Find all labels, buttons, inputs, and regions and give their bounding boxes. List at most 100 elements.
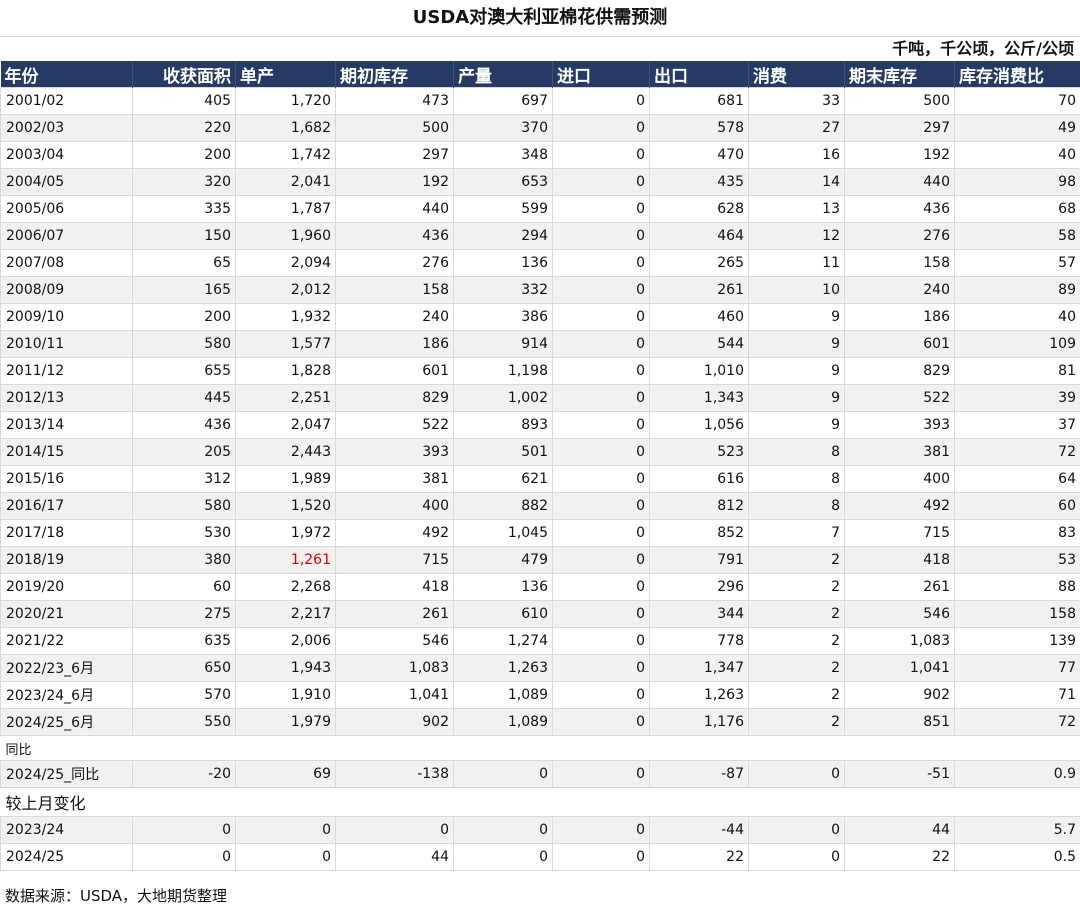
value-cell: 2,012: [235, 276, 336, 304]
value-cell: 0: [235, 843, 336, 871]
year-cell: 2009/10: [0, 303, 133, 331]
table-row: 2003/04 200 1,742 297 348 0 470 16 192 40: [0, 141, 1080, 169]
table-body: 2001/02 405 1,720 473 697 0 681 33 500 70 2002/03 2…: [0, 87, 1080, 871]
value-cell: 192: [844, 141, 955, 169]
value-cell: 1,010: [649, 357, 749, 385]
value-cell: 0: [552, 546, 650, 574]
value-cell: 33: [748, 87, 845, 115]
value-cell: 1,943: [235, 654, 336, 682]
value-cell: 2,251: [235, 384, 336, 412]
value-cell: 9: [748, 357, 845, 385]
year-cell: 2013/14: [0, 411, 133, 439]
value-cell: 580: [132, 492, 236, 520]
value-cell: 479: [453, 546, 553, 574]
value-cell: -44: [649, 816, 749, 844]
value-cell: 914: [453, 330, 553, 358]
year-cell: 2017/18: [0, 519, 133, 547]
value-cell: 70: [954, 87, 1080, 115]
source-note: 数据来源：USDA，大地期货整理: [5, 887, 228, 905]
unit-label: 千吨，千公顷，公斤/公顷: [892, 39, 1074, 58]
value-cell: 205: [132, 438, 236, 466]
value-cell: 715: [335, 546, 454, 574]
value-cell: 852: [649, 519, 749, 547]
value-cell: -20: [132, 760, 236, 788]
value-cell: 1,910: [235, 681, 336, 709]
year-cell: 2004/05: [0, 168, 133, 196]
value-cell: 1,089: [453, 681, 553, 709]
value-cell: 2,047: [235, 411, 336, 439]
year-cell: 2024/25: [0, 843, 133, 871]
year-cell: 2001/02: [0, 87, 133, 115]
value-cell: 893: [453, 411, 553, 439]
value-cell: 65: [132, 249, 236, 277]
value-cell: 335: [132, 195, 236, 223]
section-label: 同比: [0, 735, 1080, 761]
header-year: 年份: [0, 61, 133, 88]
value-cell: 418: [335, 573, 454, 601]
value-cell: 220: [132, 114, 236, 142]
year-cell: 2016/17: [0, 492, 133, 520]
value-cell: 370: [453, 114, 553, 142]
table-row: 2005/06 335 1,787 440 599 0 628 13 436 68: [0, 195, 1080, 223]
value-cell: 1,176: [649, 708, 749, 736]
value-cell: 297: [335, 141, 454, 169]
value-cell: 320: [132, 168, 236, 196]
value-cell: 1,263: [453, 654, 553, 682]
value-cell: 0: [552, 303, 650, 331]
value-cell: 381: [844, 438, 955, 466]
value-cell: 0: [552, 168, 650, 196]
value-cell: 348: [453, 141, 553, 169]
value-cell: 81: [954, 357, 1080, 385]
value-cell: 58: [954, 222, 1080, 250]
value-cell: 0: [235, 816, 336, 844]
value-cell: 2,006: [235, 627, 336, 655]
value-cell: 1,979: [235, 708, 336, 736]
value-cell: 200: [132, 303, 236, 331]
value-cell: 200: [132, 141, 236, 169]
value-cell: 1,041: [335, 681, 454, 709]
supply-demand-table: 年份 收获面积 单产 期初库存 产量 进口 出口 消费 期末库存 库存消费比 2…: [0, 61, 1080, 871]
section-label: 较上月变化: [0, 787, 1080, 817]
value-cell: 89: [954, 276, 1080, 304]
value-cell: 40: [954, 303, 1080, 331]
value-cell: 72: [954, 438, 1080, 466]
year-cell: 2006/07: [0, 222, 133, 250]
year-cell: 2008/09: [0, 276, 133, 304]
value-cell: 616: [649, 465, 749, 493]
value-cell: 2: [748, 600, 845, 628]
year-cell: 2007/08: [0, 249, 133, 277]
value-cell: 9: [748, 303, 845, 331]
year-cell: 2011/12: [0, 357, 133, 385]
header-consumption: 消费: [748, 61, 845, 88]
value-cell: 393: [844, 411, 955, 439]
value-cell: 240: [844, 276, 955, 304]
value-cell: 77: [954, 654, 1080, 682]
page-title: USDA对澳大利亚棉花供需预测: [0, 0, 1080, 37]
value-cell: 1,577: [235, 330, 336, 358]
value-cell: 0: [552, 87, 650, 115]
value-cell: 1,787: [235, 195, 336, 223]
value-cell: 312: [132, 465, 236, 493]
table-row: 2022/23_6月 650 1,943 1,083 1,263 0 1,347 2 1,041…: [0, 654, 1080, 682]
value-cell: 22: [649, 843, 749, 871]
table-row: 2007/08 65 2,094 276 136 0 265 11 158 57: [0, 249, 1080, 277]
value-cell: 0.5: [954, 843, 1080, 871]
value-cell: 599: [453, 195, 553, 223]
value-cell: 0: [552, 681, 650, 709]
value-cell: 53: [954, 546, 1080, 574]
table-row: 2020/21 275 2,217 261 610 0 344 2 546 158: [0, 600, 1080, 628]
value-cell: 275: [132, 600, 236, 628]
value-cell: 0: [552, 141, 650, 169]
year-cell: 2021/22: [0, 627, 133, 655]
value-cell: 546: [335, 627, 454, 655]
table-row: 2018/19 380 1,261 715 479 0 791 2 418 53: [0, 546, 1080, 574]
value-cell: 68: [954, 195, 1080, 223]
value-cell: 57: [954, 249, 1080, 277]
year-cell: 2014/15: [0, 438, 133, 466]
header-exports: 出口: [649, 61, 749, 88]
header-yield: 单产: [235, 61, 336, 88]
table-row: 2014/15 205 2,443 393 501 0 523 8 381 72: [0, 438, 1080, 466]
value-cell: 2,443: [235, 438, 336, 466]
value-cell: 261: [844, 573, 955, 601]
